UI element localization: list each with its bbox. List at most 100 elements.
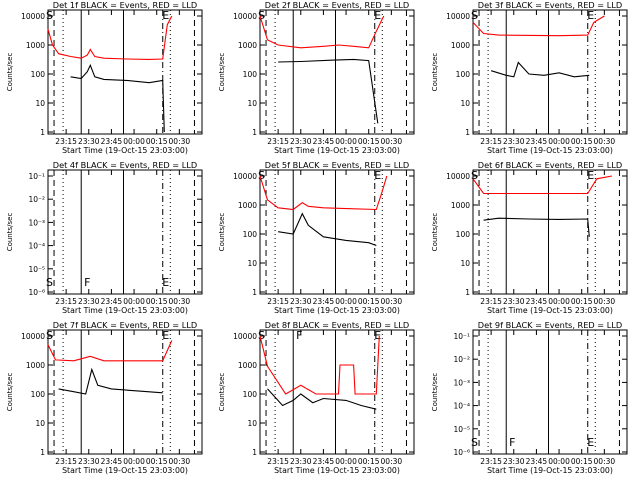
x-tick-label: 00:30 — [594, 137, 616, 146]
y-tick-label: 10 — [247, 259, 257, 268]
y-tick-label: 100 — [243, 70, 258, 79]
flag-label: F — [509, 436, 515, 449]
plot-title: Det 6f BLACK = Events, RED = LLD — [478, 160, 622, 170]
x-tick-label: 00:15 — [358, 137, 380, 146]
x-tick-label: 23:30 — [78, 457, 100, 466]
y-tick-label: 1 — [252, 288, 257, 297]
y-tick-label: 1000 — [238, 201, 257, 210]
x-tick-label: 00:00 — [335, 457, 357, 466]
x-tick-label: 23:15 — [55, 457, 77, 466]
y-tick-label: 10 — [247, 99, 257, 108]
x-tick-label: 23:30 — [290, 137, 312, 146]
x-tick-label: 00:15 — [571, 297, 593, 306]
y-tick-label: 100 — [243, 390, 258, 399]
plot-title: Det 1f BLACK = Events, RED = LLD — [53, 0, 197, 10]
x-tick-label: 00:00 — [548, 297, 570, 306]
plot-panel: Det 7f BLACK = Events, RED = LLD 1 10 100 10… — [6, 320, 203, 475]
y-tick-label: 10⁻³ — [453, 378, 470, 387]
plot-panel: Det 6f BLACK = Events, RED = LLD 1 10 100 10… — [431, 160, 628, 315]
plot-title: Det 7f BLACK = Events, RED = LLD — [53, 320, 197, 330]
x-tick-label: 23:30 — [503, 137, 525, 146]
y-axis-label: Counts/sec — [431, 53, 439, 92]
plot-panel: Det 2f BLACK = Events, RED = LLD 1 10 100 10… — [218, 0, 415, 155]
flag-label: S — [471, 169, 478, 182]
x-tick-label: 23:30 — [78, 137, 100, 146]
series-line — [259, 175, 388, 211]
y-tick-label: 1000 — [451, 41, 470, 50]
x-tick-label: 23:30 — [503, 297, 525, 306]
y-tick-label: 10⁻³ — [28, 218, 45, 227]
x-tick-label: 23:15 — [55, 137, 77, 146]
x-axis-label: Start Time (19-Oct-15 23:03:00) — [62, 306, 188, 315]
y-tick-label: 10⁻⁴ — [453, 402, 470, 411]
plot-frame — [259, 169, 415, 295]
x-tick-label: 00:30 — [169, 457, 191, 466]
plot-frame — [472, 329, 628, 455]
plot-panel: Det 8f BLACK = Events, RED = LLD 1 10 100 10… — [218, 320, 415, 475]
y-tick-label: 1000 — [238, 41, 257, 50]
series-line — [259, 15, 385, 49]
x-tick-label: 00:00 — [335, 137, 357, 146]
x-tick-label: 00:30 — [381, 137, 403, 146]
y-tick-label: 10⁻⁵ — [453, 425, 470, 434]
series-line — [472, 175, 613, 195]
flag-label: F — [84, 276, 90, 289]
x-tick-label: 23:15 — [267, 457, 289, 466]
flag-label: S — [471, 436, 478, 449]
flag-label: S — [258, 169, 265, 182]
plot-frame — [259, 9, 415, 135]
x-tick-label: 00:30 — [594, 297, 616, 306]
flag-label: S — [46, 9, 53, 22]
x-tick-label: 00:30 — [381, 457, 403, 466]
x-tick-label: 00:15 — [146, 137, 168, 146]
x-tick-label: 23:45 — [101, 457, 123, 466]
x-tick-label: 23:45 — [526, 457, 548, 466]
x-tick-label: 00:15 — [146, 297, 168, 306]
x-tick-label: 00:00 — [548, 137, 570, 146]
x-tick-label: 23:15 — [267, 137, 289, 146]
y-tick-label: 10 — [35, 419, 45, 428]
y-tick-label: 10000 — [446, 172, 470, 181]
y-tick-label: 1000 — [26, 361, 45, 370]
y-tick-label: 1 — [252, 448, 257, 457]
x-axis-label: Start Time (19-Oct-15 23:03:00) — [487, 146, 613, 155]
series-line — [278, 212, 377, 247]
y-tick-label: 10000 — [233, 172, 257, 181]
y-axis-label: Counts/sec — [6, 53, 14, 92]
plot-panel: Det 5f BLACK = Events, RED = LLD 1 10 100 10… — [218, 160, 415, 315]
x-tick-label: 23:15 — [480, 297, 502, 306]
y-tick-label: 1 — [40, 448, 45, 457]
x-tick-label: 23:30 — [503, 457, 525, 466]
x-tick-label: 00:15 — [358, 457, 380, 466]
flag-label: E — [587, 9, 594, 22]
plot-title: Det 4f BLACK = Events, RED = LLD — [53, 160, 197, 170]
flag-label: E — [162, 9, 169, 22]
plot-frame — [47, 329, 203, 455]
flag-label: E — [374, 169, 381, 182]
y-tick-label: 100 — [31, 70, 46, 79]
x-tick-label: 00:15 — [358, 297, 380, 306]
y-axis-label: Counts/sec — [431, 213, 439, 252]
series-line — [47, 340, 173, 362]
x-tick-label: 23:45 — [101, 297, 123, 306]
plot-frame — [472, 169, 628, 295]
x-axis-label: Start Time (19-Oct-15 23:03:00) — [487, 466, 613, 475]
y-tick-label: 10⁻¹ — [453, 332, 470, 341]
y-tick-label: 1 — [465, 128, 470, 137]
series-line — [267, 388, 377, 410]
y-axis-label: Counts/sec — [218, 373, 226, 412]
x-axis-label: Start Time (19-Oct-15 23:03:00) — [62, 146, 188, 155]
plot-panel: Det 3f BLACK = Events, RED = LLD 1 10 100 10… — [431, 0, 628, 155]
plot-frame — [472, 9, 628, 135]
series-line — [259, 335, 380, 395]
series-line — [278, 58, 379, 124]
y-tick-label: 10⁻² — [28, 195, 45, 204]
y-axis-label: Counts/sec — [6, 213, 14, 252]
y-tick-label: 10000 — [21, 12, 45, 21]
x-axis-label: Start Time (19-Oct-15 23:03:00) — [62, 466, 188, 475]
flag-label: E — [162, 329, 169, 342]
y-tick-label: 10⁻¹ — [28, 172, 45, 181]
y-tick-label: 1000 — [451, 201, 470, 210]
x-tick-label: 23:15 — [55, 297, 77, 306]
plot-title: Det 8f BLACK = Events, RED = LLD — [265, 320, 409, 330]
